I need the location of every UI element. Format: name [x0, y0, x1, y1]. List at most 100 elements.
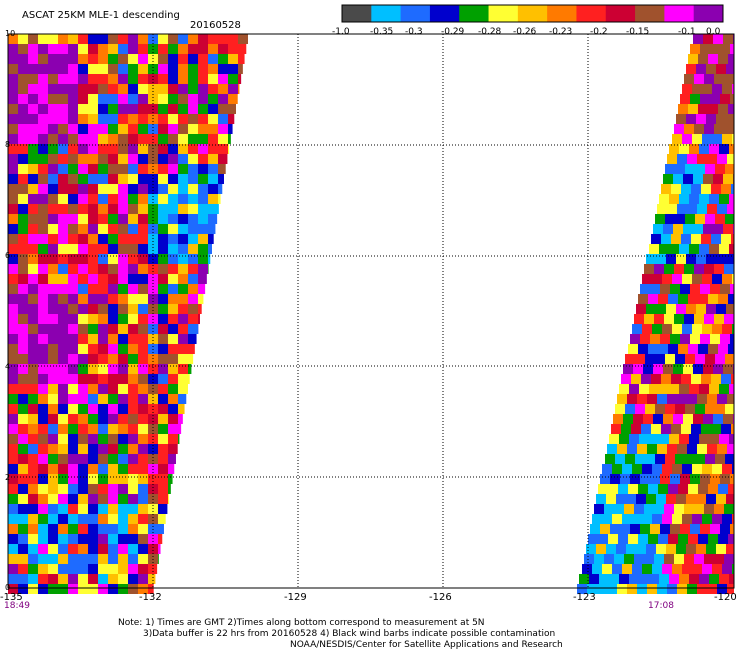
- swath-cell: [58, 204, 68, 214]
- swath-cell: [660, 334, 670, 344]
- swath-cell: [38, 424, 48, 434]
- swath-cell: [709, 434, 719, 444]
- swath-cell: [608, 534, 618, 544]
- swath-cell: [18, 464, 28, 474]
- swath-cell: [108, 414, 118, 424]
- swath-cell: [643, 414, 653, 424]
- swath-cell: [729, 574, 734, 584]
- swath-cell: [653, 364, 663, 374]
- swath-cell: [621, 424, 631, 434]
- swath-cell: [138, 374, 148, 384]
- swath-cell: [58, 434, 68, 444]
- swath-cell: [716, 304, 726, 314]
- swath-cell: [674, 124, 684, 134]
- swath-cell: [158, 184, 168, 194]
- swath-cell: [168, 494, 170, 504]
- swath-cell: [662, 274, 672, 284]
- swath-cell: [683, 414, 693, 424]
- swath-cell: [198, 224, 208, 234]
- swath-cell: [158, 244, 168, 254]
- swath-cell: [710, 284, 720, 294]
- swath-cell: [48, 344, 58, 354]
- swath-cell: [58, 134, 68, 144]
- swath-cell: [721, 184, 731, 194]
- swath-cell: [8, 284, 18, 294]
- swath-cell: [88, 424, 98, 434]
- swath-cell: [712, 134, 722, 144]
- swath-cell: [686, 494, 696, 504]
- swath-cell: [68, 94, 78, 104]
- x-tick-label: -120: [714, 592, 737, 603]
- swath-cell: [138, 154, 148, 164]
- swath-cell: [158, 464, 168, 474]
- swath-cell: [98, 464, 108, 474]
- swath-cell: [730, 284, 734, 294]
- swath-cell: [662, 324, 672, 334]
- swath-cell: [728, 484, 734, 494]
- swath-cell: [58, 284, 68, 294]
- swath-cell: [697, 584, 707, 594]
- swath-cell: [68, 404, 78, 414]
- swath-cell: [657, 394, 667, 404]
- swath-cell: [88, 124, 98, 134]
- swath-cell: [48, 564, 58, 574]
- swath-cell: [198, 314, 200, 324]
- swath-cell: [128, 164, 138, 174]
- swath-cell: [713, 364, 723, 374]
- swath-cell: [675, 214, 685, 224]
- swath-cell: [711, 374, 721, 384]
- swath-cell: [629, 574, 639, 584]
- swath-cell: [586, 544, 596, 554]
- swath-cell: [158, 524, 164, 534]
- swath-cell: [18, 124, 28, 134]
- swath-cell: [188, 154, 198, 164]
- swath-cell: [38, 284, 48, 294]
- swath-cell: [48, 194, 58, 204]
- swath-cell: [58, 154, 68, 164]
- swath-cell: [712, 274, 722, 284]
- swath-cell: [118, 124, 128, 134]
- swath-cell: [28, 54, 38, 64]
- swath-cell: [58, 444, 68, 454]
- swath-cell: [38, 74, 48, 84]
- swath-cell: [8, 44, 18, 54]
- swath-cell: [178, 334, 188, 344]
- swath-cell: [640, 334, 650, 344]
- swath-cell: [98, 334, 108, 344]
- swath-cell: [28, 434, 38, 444]
- swath-cell: [198, 54, 208, 64]
- swath-cell: [676, 114, 686, 124]
- swath-cell: [188, 174, 198, 184]
- swath-cell: [28, 194, 38, 204]
- swath-cell: [709, 144, 719, 154]
- swath-cell: [625, 354, 635, 364]
- swath-cell: [684, 124, 694, 134]
- swath-cell: [108, 504, 118, 514]
- swath-cell: [28, 264, 38, 274]
- swath-cell: [88, 464, 98, 474]
- swath-cell: [138, 274, 148, 284]
- swath-cell: [108, 584, 118, 594]
- swath-cell: [665, 214, 675, 224]
- swath-cell: [58, 414, 68, 424]
- swath-cell: [38, 34, 48, 44]
- swath-cell: [28, 514, 38, 524]
- swath-cell: [719, 194, 729, 204]
- swath-cell: [48, 384, 58, 394]
- swath-cell: [158, 454, 168, 464]
- colorbar-swatch: [635, 5, 665, 22]
- swath-cell: [58, 574, 68, 584]
- swath-cell: [98, 204, 108, 214]
- swath-cell: [128, 54, 138, 64]
- swath-cell: [148, 184, 158, 194]
- swath-cell: [28, 234, 38, 244]
- swath-cell: [88, 64, 98, 74]
- swath-cell: [728, 104, 734, 114]
- swath-cell: [68, 434, 78, 444]
- swath-cell: [58, 404, 68, 414]
- swath-cell: [712, 84, 722, 94]
- colorbar-swatch: [517, 5, 548, 22]
- swath-cell: [118, 484, 128, 494]
- swath-cell: [88, 44, 98, 54]
- swath-cell: [78, 124, 88, 134]
